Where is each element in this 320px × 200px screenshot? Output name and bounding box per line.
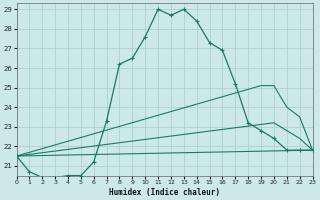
X-axis label: Humidex (Indice chaleur): Humidex (Indice chaleur) <box>109 188 220 197</box>
